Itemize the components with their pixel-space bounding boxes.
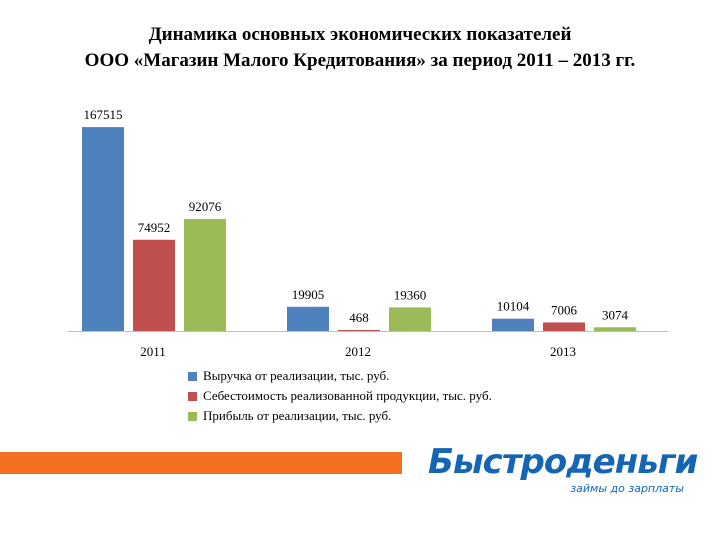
title-line-1: Динамика основных экономических показате… <box>148 24 572 45</box>
x-tick-label-2013: 2013 <box>550 344 576 359</box>
legend-label: Себестоимость реализованной продукции, т… <box>203 388 492 403</box>
legend-swatch <box>188 391 197 401</box>
orange-banner <box>0 452 402 474</box>
data-label: 74952 <box>138 220 171 235</box>
bar-2013-series-3 <box>594 327 636 331</box>
bar-2011-series-3 <box>184 218 226 331</box>
bar-2012-series-1 <box>287 306 329 331</box>
title-line-2: ООО «Магазин Малого Кредитования» за пер… <box>84 50 636 71</box>
legend-item-3: Прибыль от реализации, тыс. руб. <box>188 406 492 426</box>
bar-2011-series-2 <box>133 239 175 331</box>
bar-2012-series-3 <box>389 307 431 331</box>
x-tick-label-2011: 2011 <box>140 344 166 359</box>
logo-wordmark: Быстроденьги <box>428 442 698 482</box>
bar-2013-series-2 <box>543 322 585 331</box>
bar-2012-series-2 <box>338 330 380 331</box>
data-label: 10104 <box>497 299 530 314</box>
data-label: 3074 <box>602 307 629 322</box>
bar-2013-series-1 <box>492 318 534 331</box>
legend-item-1: Выручка от реализации, тыс. руб. <box>188 366 492 386</box>
data-label: 167515 <box>84 107 123 122</box>
chart-title: Динамика основных экономических показате… <box>0 22 720 74</box>
logo-tagline: займы до зарплаты <box>570 482 684 495</box>
data-label: 92076 <box>189 199 222 214</box>
data-label: 468 <box>349 310 369 325</box>
x-tick-label-2012: 2012 <box>345 344 371 359</box>
data-label: 19905 <box>292 287 325 302</box>
bar-chart: 167515 19905 10104 74952 468 7006 92076 19360 30… <box>68 107 668 359</box>
legend-swatch <box>188 371 197 381</box>
legend-item-2: Себестоимость реализованной продукции, т… <box>188 386 492 406</box>
data-label: 7006 <box>551 302 578 317</box>
legend: Выручка от реализации, тыс. руб. Себестои… <box>188 366 492 426</box>
data-label: 19360 <box>394 287 427 302</box>
legend-label: Выручка от реализации, тыс. руб. <box>203 368 390 383</box>
logo: Быстроденьги займы до зарплаты <box>428 442 698 502</box>
legend-label: Прибыль от реализации, тыс. руб. <box>203 408 392 423</box>
legend-swatch <box>188 411 197 421</box>
bar-2011-series-1 <box>82 127 124 331</box>
